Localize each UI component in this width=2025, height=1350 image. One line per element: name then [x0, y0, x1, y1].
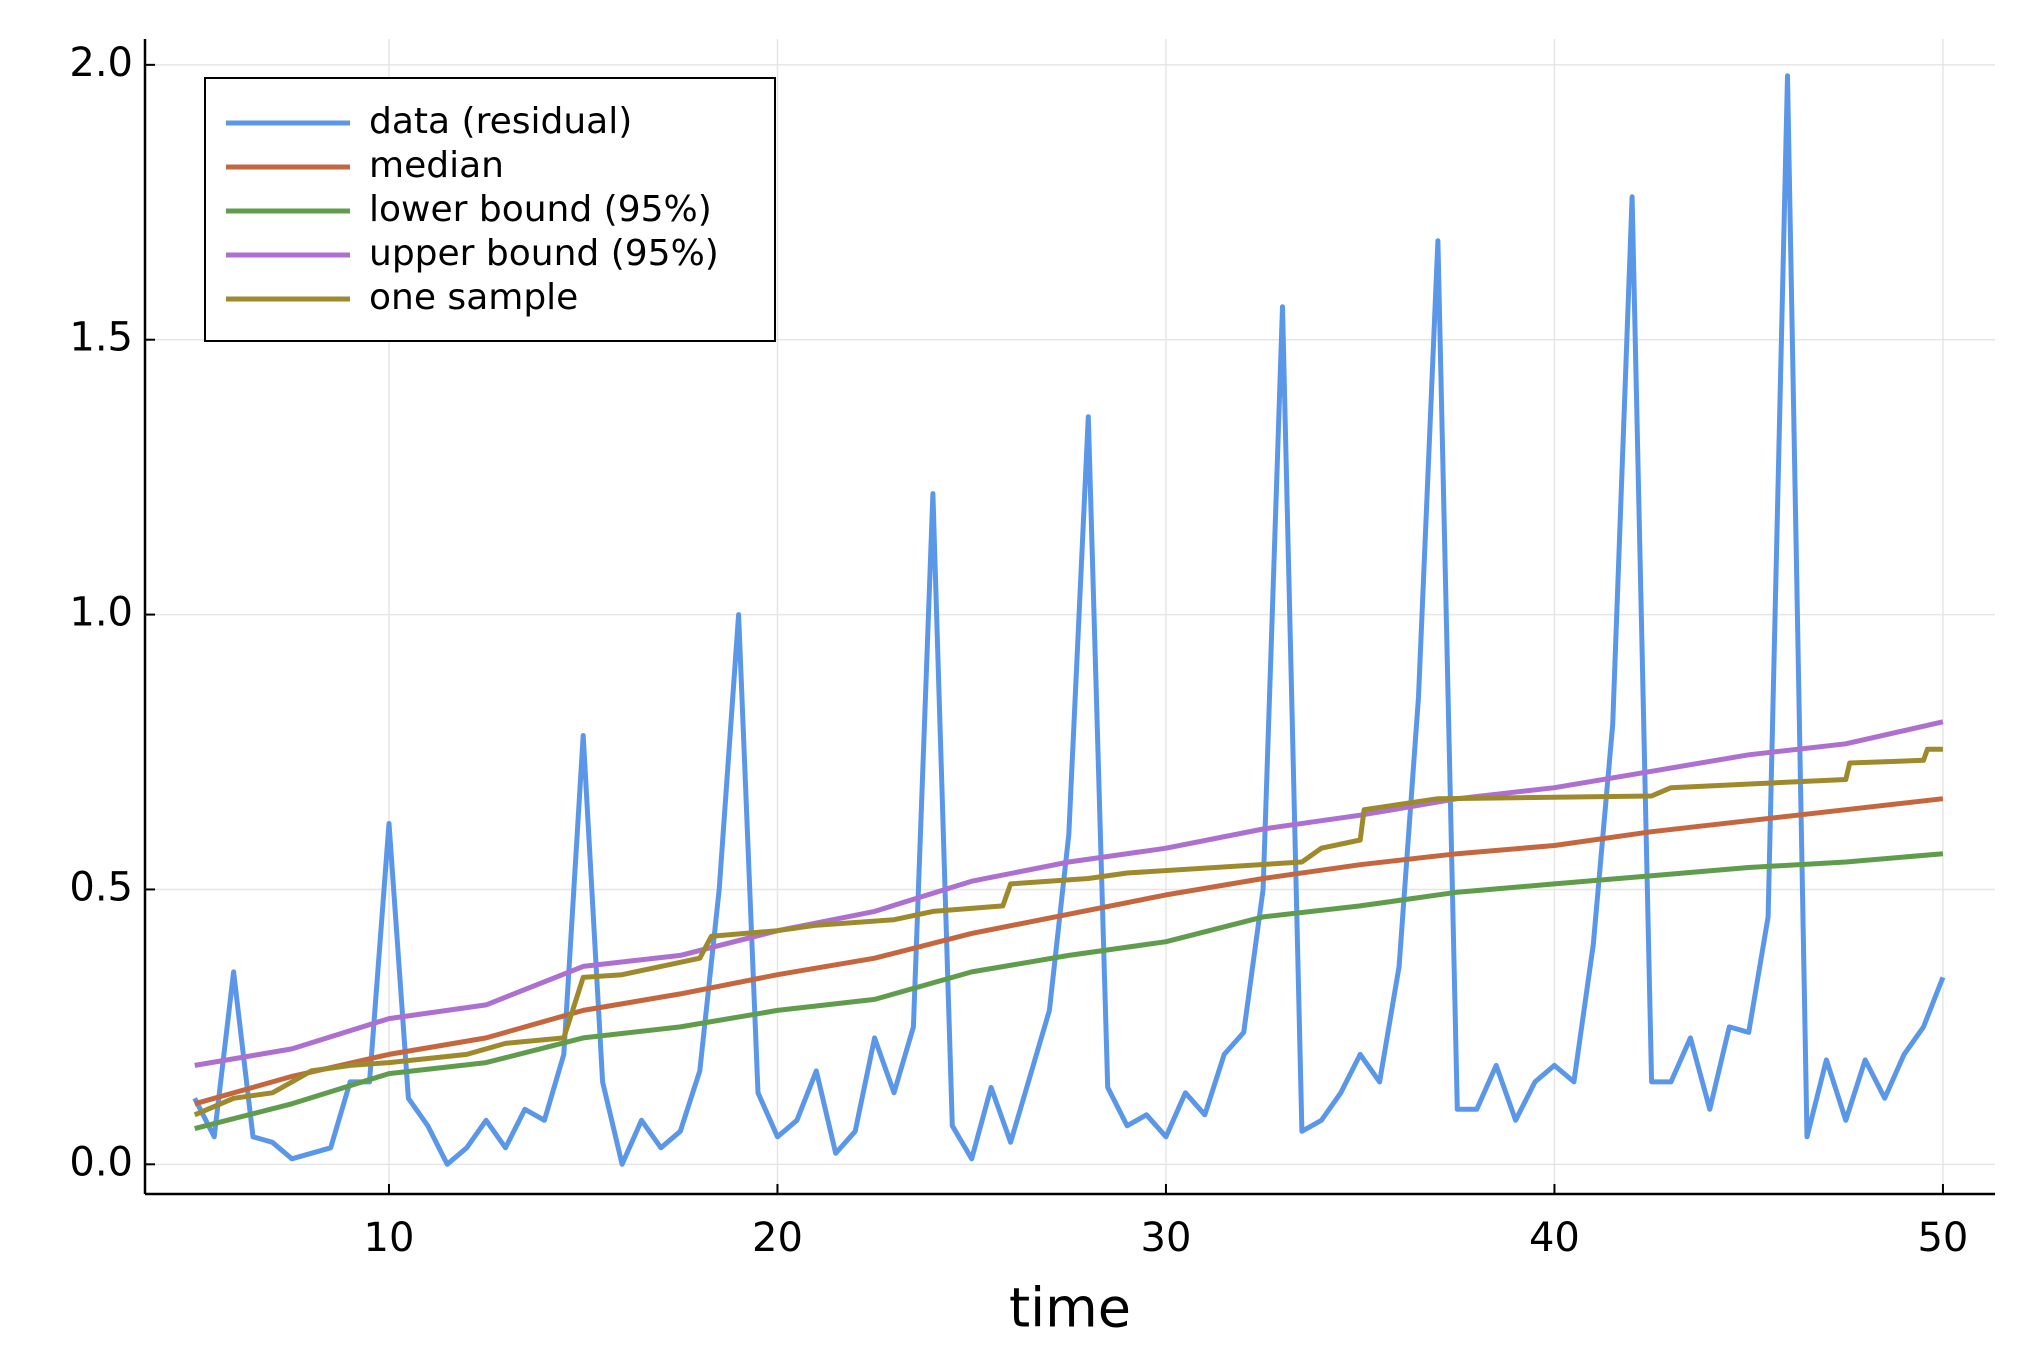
legend-label: upper bound (95%): [369, 233, 719, 274]
line-series: [194, 719, 1944, 1068]
legend-label: one sample: [369, 277, 578, 318]
x-tick-label: 50: [1917, 1215, 1968, 1261]
line-series: [192, 73, 1946, 1167]
legend-label: median: [369, 145, 504, 186]
y-tick-label: 2.0: [69, 40, 133, 86]
x-tick-label: 10: [364, 1215, 415, 1261]
y-tick-label: 0.5: [69, 864, 133, 910]
line-series: [194, 796, 1944, 1107]
line-series: [194, 851, 1944, 1132]
y-tick-label: 0.0: [69, 1139, 133, 1185]
y-tick-label: 1.0: [69, 590, 133, 636]
x-axis-label: time: [1009, 1277, 1131, 1340]
legend-label: data (residual): [369, 101, 632, 142]
x-tick-label: 20: [752, 1215, 803, 1261]
line-series: [193, 746, 1943, 1118]
legend-label: lower bound (95%): [369, 189, 712, 230]
y-tick-label: 1.5: [69, 315, 133, 361]
x-tick-label: 40: [1529, 1215, 1580, 1261]
x-tick-label: 30: [1141, 1215, 1192, 1261]
